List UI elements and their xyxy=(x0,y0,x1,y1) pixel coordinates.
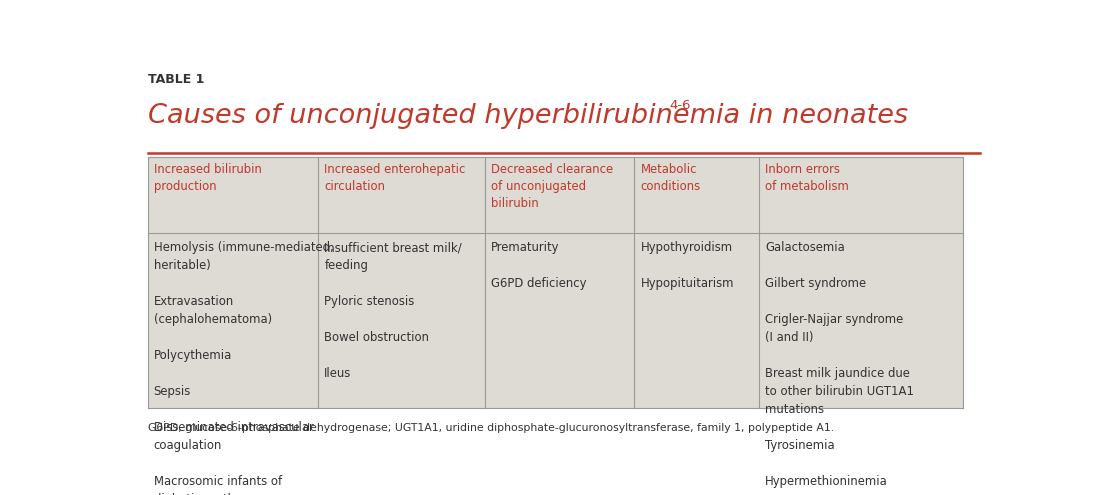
Bar xyxy=(485,156,635,233)
Bar xyxy=(147,233,318,408)
Text: Hemolysis (immune-mediated,
heritable)

Extravasation
(cephalohematoma)

Polycyt: Hemolysis (immune-mediated, heritable) E… xyxy=(154,241,333,495)
Text: Increased enterohepatic
circulation: Increased enterohepatic circulation xyxy=(324,163,465,194)
Text: Inborn errors
of metabolism: Inborn errors of metabolism xyxy=(766,163,849,194)
Text: Increased bilirubin
production: Increased bilirubin production xyxy=(154,163,262,194)
Text: Prematurity

G6PD deficiency: Prematurity G6PD deficiency xyxy=(491,241,586,290)
Bar xyxy=(759,156,964,233)
Bar xyxy=(147,156,318,233)
Bar xyxy=(635,156,759,233)
Bar xyxy=(759,233,964,408)
Text: Decreased clearance
of unconjugated
bilirubin: Decreased clearance of unconjugated bili… xyxy=(491,163,613,210)
Bar xyxy=(318,233,485,408)
Text: Galactosemia

Gilbert syndrome

Crigler-Najjar syndrome
(I and II)

Breast milk : Galactosemia Gilbert syndrome Crigler-Na… xyxy=(766,241,914,488)
Text: TABLE 1: TABLE 1 xyxy=(147,73,205,86)
Text: Hypothyroidism

Hypopituitarism: Hypothyroidism Hypopituitarism xyxy=(640,241,734,290)
Text: Metabolic
conditions: Metabolic conditions xyxy=(640,163,701,194)
Text: G6PD, glucose-6-phosphate dehydrogenase; UGT1A1, uridine diphosphate-glucuronosy: G6PD, glucose-6-phosphate dehydrogenase;… xyxy=(147,423,834,434)
Text: Insufficient breast milk/
feeding

Pyloric stenosis

Bowel obstruction

Ileus: Insufficient breast milk/ feeding Pylori… xyxy=(324,241,462,380)
Bar xyxy=(635,233,759,408)
Bar xyxy=(485,233,635,408)
Text: Causes of unconjugated hyperbilirubinemia in neonates: Causes of unconjugated hyperbilirubinemi… xyxy=(147,103,907,129)
Bar xyxy=(318,156,485,233)
Text: 4-6: 4-6 xyxy=(670,99,691,112)
